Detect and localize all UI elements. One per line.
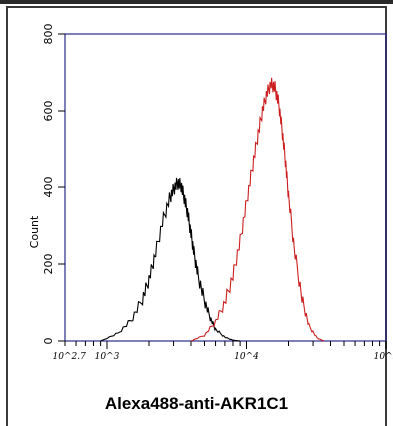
x-tick-label: 10^5 <box>374 352 393 362</box>
x-axis: 10^2.7 10^3 10^4 10^5 <box>52 341 393 362</box>
top-border <box>0 0 393 4</box>
figure-frame <box>6 6 387 426</box>
y-tick-label: 800 <box>42 24 55 45</box>
y-tick-label: 600 <box>42 101 55 122</box>
x-tick-label: 10^4 <box>234 352 259 362</box>
plot-area <box>64 33 387 342</box>
y-axis-label: Count <box>28 215 41 248</box>
y-tick-label: 200 <box>42 254 55 275</box>
x-tick-label: 10^2.7 <box>52 352 86 362</box>
y-tick-label: 0 <box>42 338 55 345</box>
histogram-series-2 <box>190 77 325 342</box>
x-tick-label: 10^3 <box>95 352 120 362</box>
y-tick-label: 400 <box>42 177 55 198</box>
y-axis: 0 200 400 600 800 Count <box>28 24 65 345</box>
histogram-series-1 <box>100 177 241 342</box>
x-axis-label: Alexa488-anti-AKR1C1 <box>104 394 289 413</box>
series-layer <box>100 77 325 342</box>
